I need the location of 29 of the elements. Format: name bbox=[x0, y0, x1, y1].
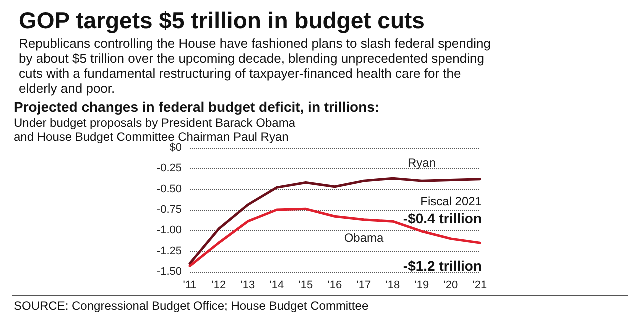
text: and House Budget Committee Chairman Paul Ryan bbox=[14, 130, 289, 144]
annotation: -$1.2 trillion bbox=[403, 258, 482, 274]
x-tick-label: '12 bbox=[212, 280, 226, 292]
x-tick-label: '11 bbox=[183, 280, 197, 292]
series-label: Obama bbox=[344, 230, 384, 245]
chart-title: GOP targets $5 trillion in budget cuts bbox=[19, 8, 425, 34]
x-tick-label: '16 bbox=[328, 280, 342, 292]
text: Projected changes in federal budget deficit, in trillions: bbox=[14, 99, 380, 115]
annotation: Fiscal 2021 bbox=[420, 194, 482, 208]
y-tick-label: -0.25 bbox=[156, 162, 182, 175]
y-tick-label: $0 bbox=[170, 142, 182, 154]
source-note: SOURCE: Congressional Budget Office; House Budget Committee bbox=[14, 299, 369, 313]
y-tick-label: -1.00 bbox=[156, 224, 182, 237]
x-tick-label: '18 bbox=[386, 280, 400, 292]
x-tick-label: '21 bbox=[472, 280, 488, 292]
x-tick-label: '15 bbox=[298, 280, 314, 292]
annotation: -$0.4 trillion bbox=[403, 210, 482, 226]
text: Under budget proposals by President Barack Obama bbox=[14, 116, 296, 130]
x-tick-label: '13 bbox=[240, 280, 256, 292]
x-tick-label: '19 bbox=[414, 280, 430, 292]
y-tick-label: -0.50 bbox=[156, 183, 182, 196]
y-tick-label: -1.25 bbox=[156, 245, 182, 258]
chart-subtitle: Republicans controlling the House have fashioned plans to slash federal spending by about $5 trillion over the upcoming decade, blending unprecedented spending cuts with a fundamental restructuring of taxpayer-financed health care for the elderly and poor. bbox=[19, 36, 495, 96]
x-tick-label: '20 bbox=[444, 280, 458, 292]
x-tick-label: '17 bbox=[356, 280, 372, 292]
y-tick-label: -0.75 bbox=[156, 204, 182, 216]
x-tick-label: '14 bbox=[270, 280, 284, 292]
series-label: Ryan bbox=[408, 156, 436, 170]
y-tick-label: -1.50 bbox=[156, 266, 182, 278]
